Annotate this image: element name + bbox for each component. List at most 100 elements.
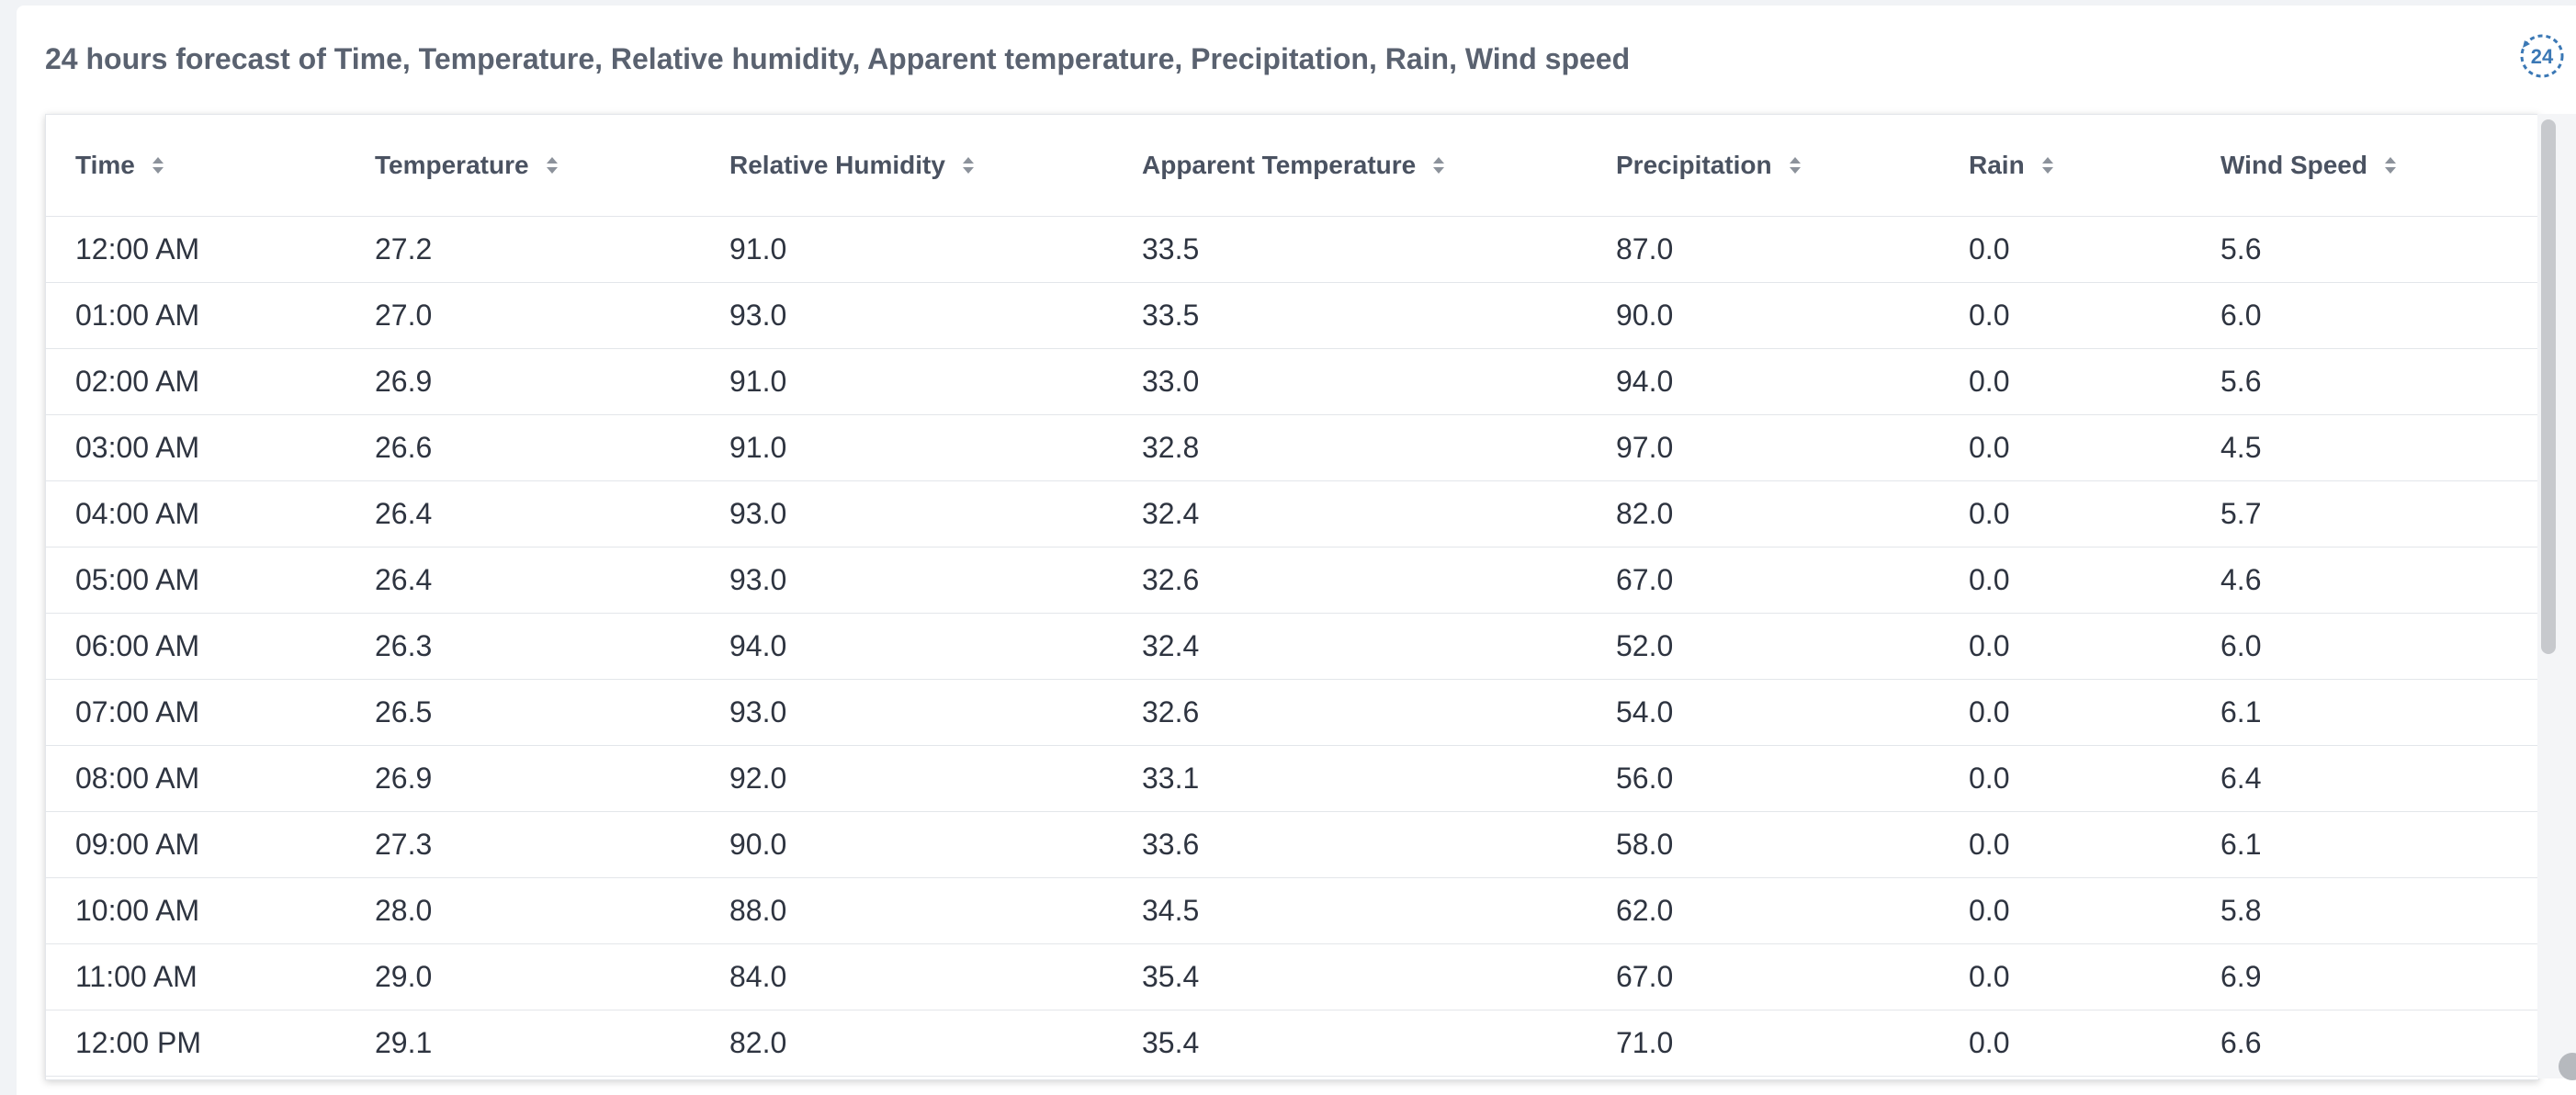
table-cell-temperature: 29.1	[345, 1010, 700, 1077]
resize-handle[interactable]	[2559, 1053, 2576, 1080]
table-cell-wind-speed: 4.6	[2191, 547, 2538, 614]
table-cell-relative-humidity: 84.0	[700, 943, 1113, 1010]
table-row: 12:00 AM 27.2 91.0 33.5 87.0 0.0 5.6	[46, 216, 2538, 283]
table-cell-apparent-temperature: 32.8	[1113, 414, 1587, 481]
column-header-wind-speed[interactable]: Wind Speed	[2191, 115, 2538, 217]
table-cell-temperature: 28.0	[345, 877, 700, 944]
table-cell-temperature: 26.5	[345, 679, 700, 746]
sort-icon[interactable]	[962, 156, 975, 175]
column-header-inner[interactable]: Rain	[1969, 151, 2054, 180]
table-cell-apparent-temperature: 33.5	[1113, 282, 1587, 349]
table-cell-temperature: 27.3	[345, 811, 700, 878]
table-cell-time: 10:00 AM	[46, 877, 345, 944]
table-row: 01:00 AM 27.0 93.0 33.5 90.0 0.0 6.0	[46, 282, 2538, 349]
column-header-relative-humidity[interactable]: Relative Humidity	[700, 115, 1113, 217]
column-header-inner[interactable]: Wind Speed	[2220, 151, 2397, 180]
table-cell-rain: 0.0	[1939, 480, 2191, 548]
column-header-label: Apparent Temperature	[1142, 151, 1417, 179]
table-cell-relative-humidity: 93.0	[700, 547, 1113, 614]
table-cell-wind-speed: 5.6	[2191, 216, 2538, 283]
table-row: 06:00 AM 26.3 94.0 32.4 52.0 0.0 6.0	[46, 613, 2538, 680]
table-cell-relative-humidity: 92.0	[700, 745, 1113, 812]
table-cell-relative-humidity: 94.0	[700, 613, 1113, 680]
table-body: 12:00 AM 27.2 91.0 33.5 87.0 0.0 5.6 01:00 AM 27…	[46, 216, 2538, 1077]
table-cell-apparent-temperature: 33.1	[1113, 745, 1587, 812]
sort-icon[interactable]	[1432, 156, 1445, 175]
column-header-rain[interactable]: Rain	[1939, 115, 2191, 217]
table-cell-wind-speed: 6.0	[2191, 282, 2538, 349]
table-row: 04:00 AM 26.4 93.0 32.4 82.0 0.0 5.7	[46, 480, 2538, 548]
table-cell-rain: 0.0	[1939, 216, 2191, 283]
table-cell-apparent-temperature: 34.5	[1113, 877, 1587, 944]
table-cell-wind-speed: 6.4	[2191, 745, 2538, 812]
sort-icon[interactable]	[2041, 156, 2054, 175]
table-cell-rain: 0.0	[1939, 348, 2191, 415]
table-cell-precipitation: 56.0	[1587, 745, 1939, 812]
table-cell-relative-humidity: 91.0	[700, 348, 1113, 415]
column-header-inner[interactable]: Apparent Temperature	[1142, 151, 1445, 180]
sort-icon[interactable]	[2384, 156, 2397, 175]
table-cell-wind-speed: 6.6	[2191, 1010, 2538, 1077]
table-cell-rain: 0.0	[1939, 282, 2191, 349]
column-header-precipitation[interactable]: Precipitation	[1587, 115, 1939, 217]
table-cell-time: 05:00 AM	[46, 547, 345, 614]
table-cell-precipitation: 67.0	[1587, 943, 1939, 1010]
column-header-label: Precipitation	[1616, 151, 1772, 179]
table-cell-apparent-temperature: 32.6	[1113, 679, 1587, 746]
table-cell-precipitation: 97.0	[1587, 414, 1939, 481]
table-cell-precipitation: 90.0	[1587, 282, 1939, 349]
table-cell-wind-speed: 6.9	[2191, 943, 2538, 1010]
table-cell-relative-humidity: 88.0	[700, 877, 1113, 944]
table-cell-time: 04:00 AM	[46, 480, 345, 548]
column-header-inner[interactable]: Temperature	[375, 151, 559, 180]
table-cell-wind-speed: 4.5	[2191, 414, 2538, 481]
table-cell-temperature: 26.6	[345, 414, 700, 481]
column-header-inner[interactable]: Relative Humidity	[729, 151, 975, 180]
table-cell-time: 09:00 AM	[46, 811, 345, 878]
table-cell-precipitation: 52.0	[1587, 613, 1939, 680]
table-cell-relative-humidity: 91.0	[700, 216, 1113, 283]
table-cell-apparent-temperature: 33.6	[1113, 811, 1587, 878]
table-cell-relative-humidity: 93.0	[700, 679, 1113, 746]
table-cell-temperature: 27.2	[345, 216, 700, 283]
table-cell-relative-humidity: 90.0	[700, 811, 1113, 878]
table-row: 11:00 AM 29.0 84.0 35.4 67.0 0.0 6.9	[46, 943, 2538, 1010]
scrollbar-thumb[interactable]	[2541, 119, 2556, 654]
table-cell-precipitation: 58.0	[1587, 811, 1939, 878]
sort-icon[interactable]	[546, 156, 559, 175]
table-cell-wind-speed: 5.7	[2191, 480, 2538, 548]
column-header-label: Wind Speed	[2220, 151, 2367, 179]
table-cell-time: 02:00 AM	[46, 348, 345, 415]
sort-icon[interactable]	[152, 156, 164, 175]
table-cell-apparent-temperature: 32.4	[1113, 613, 1587, 680]
table-row: 07:00 AM 26.5 93.0 32.6 54.0 0.0 6.1	[46, 679, 2538, 746]
table-row: 02:00 AM 26.9 91.0 33.0 94.0 0.0 5.6	[46, 348, 2538, 415]
column-header-time[interactable]: Time	[46, 115, 345, 217]
table-cell-time: 07:00 AM	[46, 679, 345, 746]
table-header: Time Temperature Relative Humidity Apparent…	[46, 115, 2538, 217]
table-cell-precipitation: 82.0	[1587, 480, 1939, 548]
table-row: 10:00 AM 28.0 88.0 34.5 62.0 0.0 5.8	[46, 877, 2538, 944]
table-cell-rain: 0.0	[1939, 613, 2191, 680]
table-cell-rain: 0.0	[1939, 811, 2191, 878]
sort-icon[interactable]	[1789, 156, 1802, 175]
table-cell-apparent-temperature: 32.6	[1113, 547, 1587, 614]
table-cell-precipitation: 67.0	[1587, 547, 1939, 614]
column-header-inner[interactable]: Precipitation	[1616, 151, 1802, 180]
history-icon-label: 24	[2531, 45, 2554, 68]
table-cell-rain: 0.0	[1939, 943, 2191, 1010]
table-cell-wind-speed: 6.1	[2191, 811, 2538, 878]
24-hour-history-icon[interactable]: 24	[2517, 31, 2567, 81]
table-cell-apparent-temperature: 33.5	[1113, 216, 1587, 283]
column-header-apparent-temperature[interactable]: Apparent Temperature	[1113, 115, 1587, 217]
header-row: Time Temperature Relative Humidity Apparent…	[46, 115, 2538, 217]
column-header-inner[interactable]: Time	[75, 151, 164, 180]
table-cell-relative-humidity: 93.0	[700, 480, 1113, 548]
table-cell-relative-humidity: 93.0	[700, 282, 1113, 349]
table-row: 08:00 AM 26.9 92.0 33.1 56.0 0.0 6.4	[46, 745, 2538, 812]
column-header-temperature[interactable]: Temperature	[345, 115, 700, 217]
table-row: 03:00 AM 26.6 91.0 32.8 97.0 0.0 4.5	[46, 414, 2538, 481]
table-cell-time: 12:00 PM	[46, 1010, 345, 1077]
table-cell-time: 12:00 AM	[46, 216, 345, 283]
column-header-label: Time	[75, 151, 135, 179]
